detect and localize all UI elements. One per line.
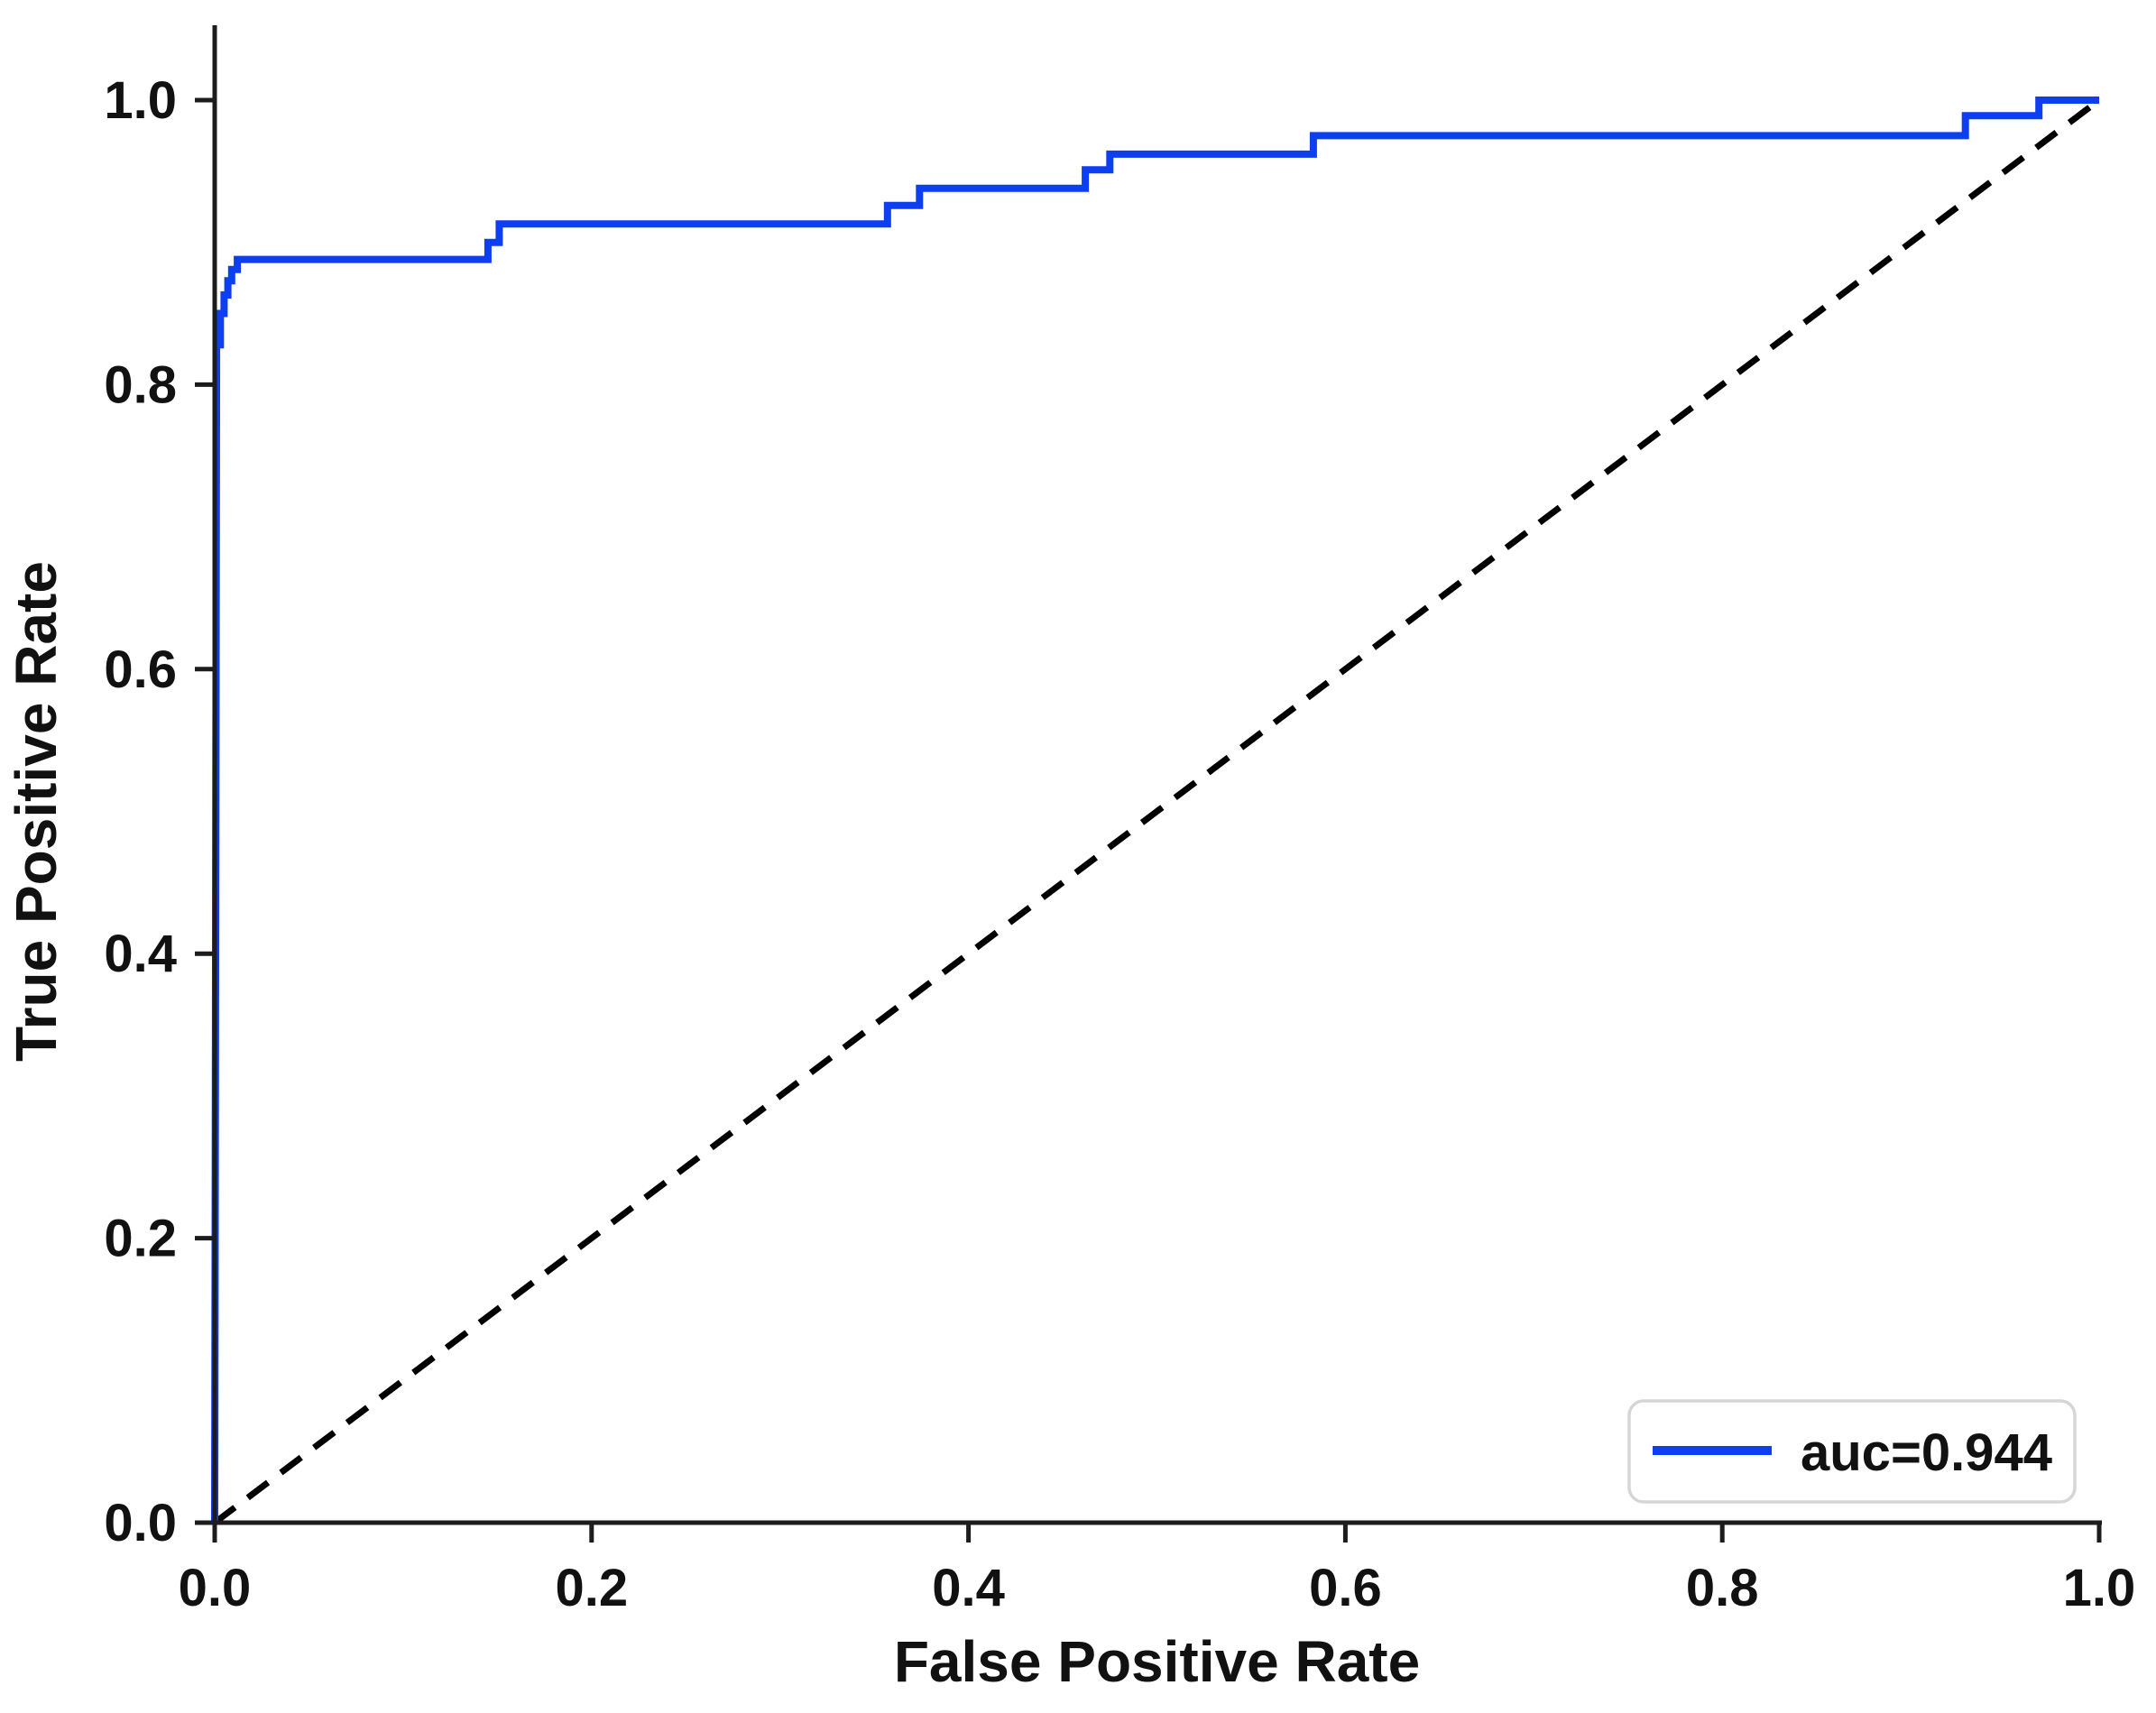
x-tick-label: 0.2 xyxy=(555,1559,628,1617)
legend: auc=0.944 xyxy=(1627,1399,2077,1504)
x-tick-label: 0.6 xyxy=(1309,1559,1382,1617)
y-tick-label: 1.0 xyxy=(104,71,177,130)
y-tick-label: 0.4 xyxy=(104,925,177,983)
x-axis-ticks: 0.0 0.2 0.4 0.6 0.8 1.0 xyxy=(179,1523,2136,1617)
x-tick-label: 0.4 xyxy=(932,1559,1005,1617)
x-tick-label: 0.8 xyxy=(1686,1559,1759,1617)
y-tick-label: 0.6 xyxy=(104,640,177,699)
legend-box xyxy=(1627,1399,2077,1504)
y-tick-label: 0.8 xyxy=(104,355,177,414)
x-tick-label: 1.0 xyxy=(2063,1559,2136,1617)
roc-curve-line xyxy=(211,97,2099,1524)
x-tick-label: 0.0 xyxy=(179,1559,252,1617)
y-tick-label: 0.0 xyxy=(104,1494,177,1552)
y-tick-label: 0.2 xyxy=(104,1210,177,1268)
legend-label: auc=0.944 xyxy=(1801,1423,2052,1482)
x-axis-label: False Positive Rate xyxy=(894,1629,1420,1694)
chance-diagonal-line xyxy=(212,97,2102,1525)
y-axis-ticks: 0.0 0.2 0.4 0.6 0.8 1.0 xyxy=(104,71,215,1552)
axes xyxy=(212,25,2102,1525)
y-axis-label: True Positive Rate xyxy=(4,561,69,1062)
